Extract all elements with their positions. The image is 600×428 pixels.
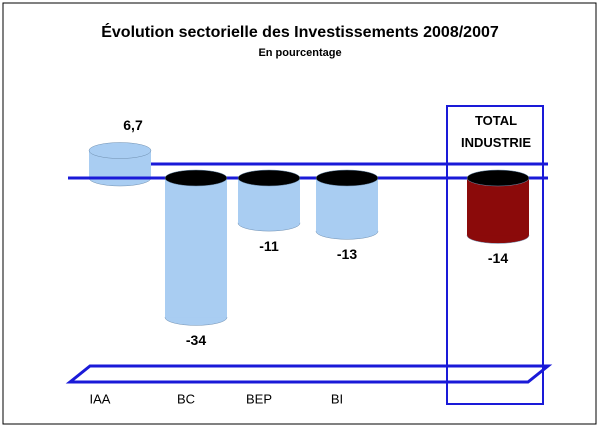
- x-tick-label: IAA: [90, 391, 111, 406]
- value-label: -14: [488, 250, 508, 266]
- bar-top: [315, 169, 379, 187]
- bar-top: [237, 169, 301, 187]
- bar: [316, 178, 378, 232]
- chart-title: Évolution sectorielle des Investissement…: [101, 22, 499, 41]
- chart-subtitle: En pourcentage: [258, 47, 341, 59]
- bar-top: [164, 169, 228, 187]
- value-label: -11: [259, 238, 279, 254]
- floor: [65, 364, 553, 384]
- x-tick-label: BEP: [246, 391, 272, 406]
- bar-top: [466, 169, 530, 187]
- x-tick-label: BI: [331, 391, 343, 406]
- value-label: 6,7: [123, 117, 143, 133]
- bar: [165, 178, 227, 318]
- total-label: TOTAL INDUSTRIE: [460, 113, 532, 150]
- x-tick-label: BC: [177, 391, 195, 406]
- caps: 6,7 IAA -34 BC -11 BEP -13 BI -14: [88, 117, 530, 406]
- value-label: -13: [337, 246, 357, 262]
- total-box: [446, 105, 544, 405]
- value-label: -34: [186, 332, 206, 348]
- bar: [467, 178, 529, 236]
- bar-top: [88, 142, 152, 159]
- bars: [88, 150, 530, 326]
